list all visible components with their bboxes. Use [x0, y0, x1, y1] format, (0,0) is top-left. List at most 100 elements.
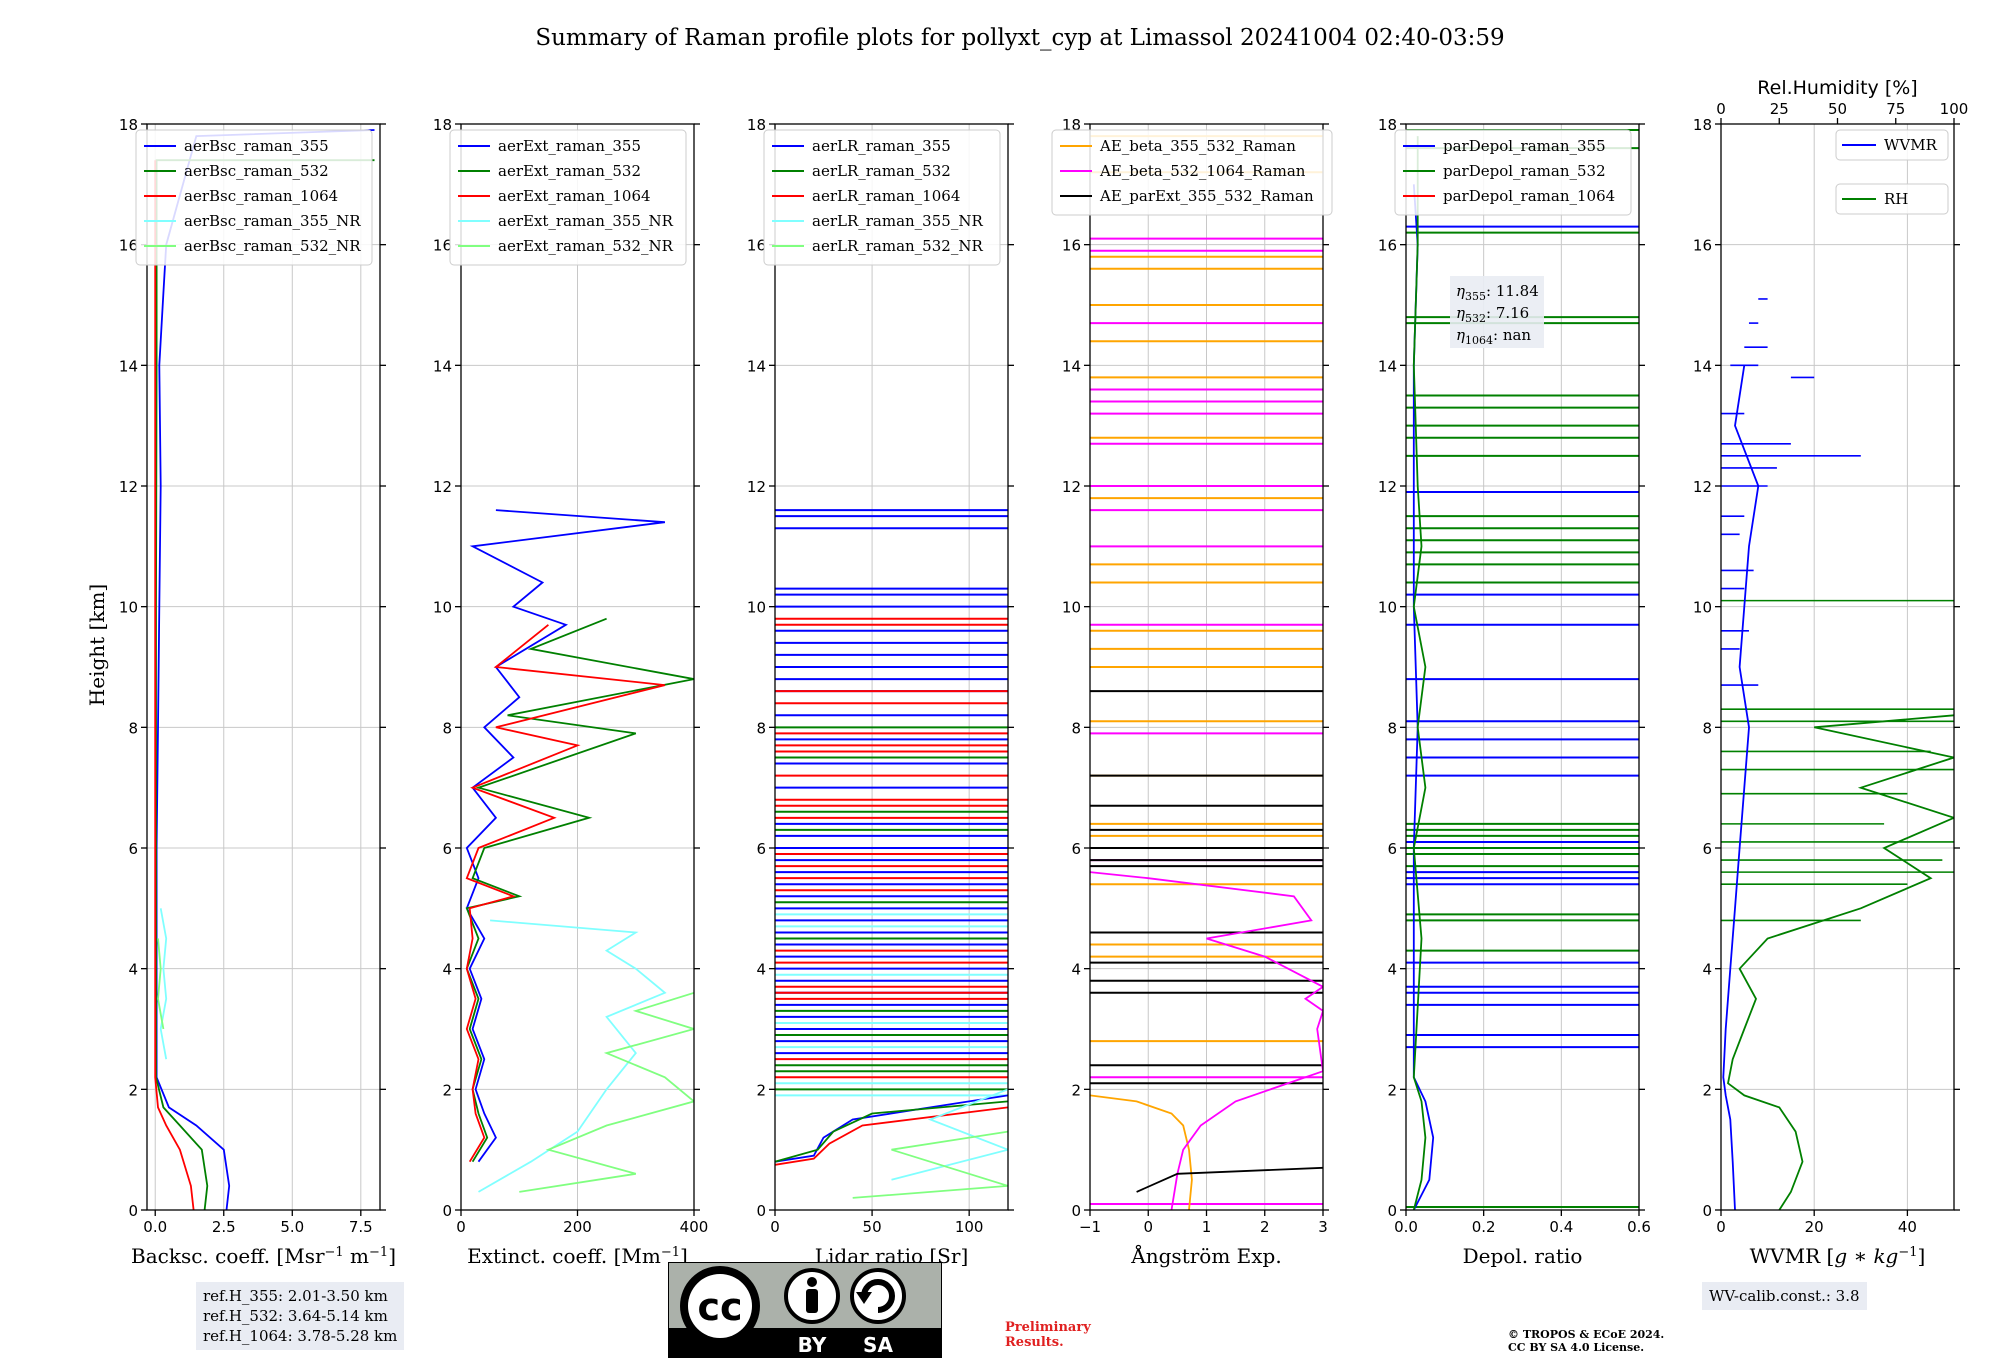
y-tick-label: 10	[1693, 599, 1712, 617]
panel-1: 0 2 4 6 8 10 12 14 16 18 0.0 2.5 5.0 7.5 Backsc. coeff…	[119, 116, 396, 1268]
top-x-tick-label: 0	[1716, 100, 1726, 118]
copyright-line-2: CC BY SA 4.0 License.	[1508, 1341, 1645, 1354]
cc-icon: cc	[680, 1266, 760, 1346]
y-tick-label: 12	[1693, 478, 1712, 496]
y-tick-label: 16	[1062, 237, 1081, 255]
x-tick-label: 0.6	[1627, 1218, 1651, 1236]
y-tick-label: 8	[1387, 719, 1397, 737]
y-tick-label: 14	[1378, 357, 1397, 375]
x-tick-label: −1	[1079, 1218, 1101, 1236]
series-line-aerBsc_raman_532	[155, 159, 375, 1210]
x-tick-label: 0	[770, 1218, 780, 1236]
preliminary-line-1: Preliminary	[1005, 1320, 1091, 1335]
series-line-aerBsc_raman_532_NR	[157, 938, 165, 1030]
series-line-RH	[1727, 714, 1954, 1210]
ref-heights-box: ref.H_355: 2.01-3.50 km ref.H_532: 3.64-…	[196, 1282, 405, 1350]
preliminary-results-note: Preliminary Results.	[1005, 1320, 1091, 1350]
data-group	[1090, 135, 1323, 1210]
y-tick-label: 12	[119, 478, 138, 496]
svg-text:cc: cc	[697, 1285, 742, 1329]
legend-label: aerLR_raman_532	[812, 162, 951, 180]
x-tick-label: 2	[1260, 1218, 1270, 1236]
copyright-note: © TROPOS & ECoE 2024. CC BY SA 4.0 Licen…	[1508, 1328, 1664, 1354]
y-tick-label: 4	[1387, 961, 1397, 979]
legend-label: aerLR_raman_1064	[812, 187, 960, 205]
x-tick-label: 7.5	[349, 1218, 373, 1236]
ref-height-1064: ref.H_1064: 3.78-5.28 km	[203, 1327, 398, 1345]
y-tick-label: 0	[1071, 1202, 1081, 1220]
x-axis-label: Ångström Exp.	[1130, 1243, 1281, 1268]
x-axis-label: Depol. ratio	[1463, 1244, 1583, 1268]
y-tick-label: 2	[442, 1081, 452, 1099]
legend-label: aerBsc_raman_355_NR	[184, 212, 361, 230]
axes-frame	[774, 123, 1009, 1211]
y-tick-label: 6	[1387, 840, 1397, 858]
series-line-AE_beta_532_1064_Raman	[1090, 871, 1323, 1210]
x-tick-label: 200	[563, 1218, 592, 1236]
x-tick-label: 400	[680, 1218, 709, 1236]
legend-label: aerLR_raman_355	[812, 137, 951, 155]
y-tick-label: 2	[128, 1081, 138, 1099]
x-axis-label: WVMR [g ∗ kg−1]	[1750, 1244, 1926, 1268]
y-tick-label: 4	[1702, 961, 1712, 979]
y-tick-label: 0	[756, 1202, 766, 1220]
legend-label: parDepol_raman_532	[1443, 162, 1606, 180]
y-tick-label: 18	[433, 116, 452, 134]
y-tick-label: 18	[747, 116, 766, 134]
legend-label: aerExt_raman_355_NR	[498, 212, 674, 230]
y-tick-label: 16	[433, 237, 452, 255]
eta-annotation-line: η355: 11.84	[1456, 282, 1539, 303]
series-line-parDepol_raman_355	[1412, 184, 1435, 1210]
series-line-WVMR	[1722, 365, 1760, 1210]
legend-label: aerBsc_raman_532	[184, 162, 329, 180]
y-tick-label: 12	[1062, 478, 1081, 496]
legend-box	[1051, 129, 1333, 216]
top-x-tick-label: 50	[1828, 100, 1847, 118]
y-tick-label: 14	[433, 357, 452, 375]
x-tick-label: 100	[955, 1218, 984, 1236]
series-line-aerBsc_raman_355_NR	[159, 908, 168, 1060]
x-tick-label: 2.5	[212, 1218, 236, 1236]
y-tick-label: 0	[128, 1202, 138, 1220]
series-line-aerExt_raman_532	[465, 617, 694, 1163]
axes-frame	[1405, 123, 1640, 1211]
x-tick-label: 0	[1143, 1218, 1153, 1236]
cc-by-sa-license-badge: cc BY SA	[668, 1262, 942, 1358]
y-tick-label: 6	[1071, 840, 1081, 858]
data-group	[775, 509, 1008, 1199]
y-tick-label: 4	[128, 961, 138, 979]
wv-calib-box: WV-calib.const.: 3.8	[1702, 1282, 1867, 1310]
y-tick-label: 18	[119, 116, 138, 134]
legend-label: RH	[1884, 190, 1908, 208]
series-line-aerBsc_raman_1064	[154, 160, 195, 1210]
series-line-AE_beta_355_532_Raman	[1090, 1094, 1193, 1210]
legend-box	[449, 129, 687, 266]
y-tick-label: 12	[433, 478, 452, 496]
y-tick-label: 8	[1071, 719, 1081, 737]
legend-box	[1394, 129, 1632, 216]
series-line-AE_parExt_355_532_Raman	[1136, 1166, 1323, 1193]
series-line-aerLR_raman_1064	[775, 1106, 1008, 1166]
series-line-aerExt_raman_532_NR	[519, 991, 694, 1193]
series-line-aerLR_raman_532_NR	[852, 1130, 1008, 1199]
x-tick-label: 0.2	[1472, 1218, 1496, 1236]
by-person-icon	[784, 1268, 840, 1324]
data-group	[1406, 129, 1639, 1210]
legend-label: aerExt_raman_532	[498, 162, 641, 180]
y-tick-label: 6	[756, 840, 766, 858]
y-tick-label: 14	[1062, 357, 1081, 375]
badge-by-label: BY	[798, 1333, 827, 1357]
y-tick-label: 10	[1378, 599, 1397, 617]
series-line-aerBsc_raman_355	[155, 129, 375, 1210]
legend-label: aerLR_raman_532_NR	[812, 237, 983, 255]
y-tick-label: 6	[442, 840, 452, 858]
y-tick-label: 0	[1387, 1202, 1397, 1220]
series-line-aerLR_raman_355_NR	[891, 1088, 1008, 1181]
series-line-aerExt_raman_1064	[465, 624, 666, 1163]
top-x-tick-label: 25	[1770, 100, 1789, 118]
y-tick-label: 16	[119, 237, 138, 255]
y-tick-label: 16	[1378, 237, 1397, 255]
